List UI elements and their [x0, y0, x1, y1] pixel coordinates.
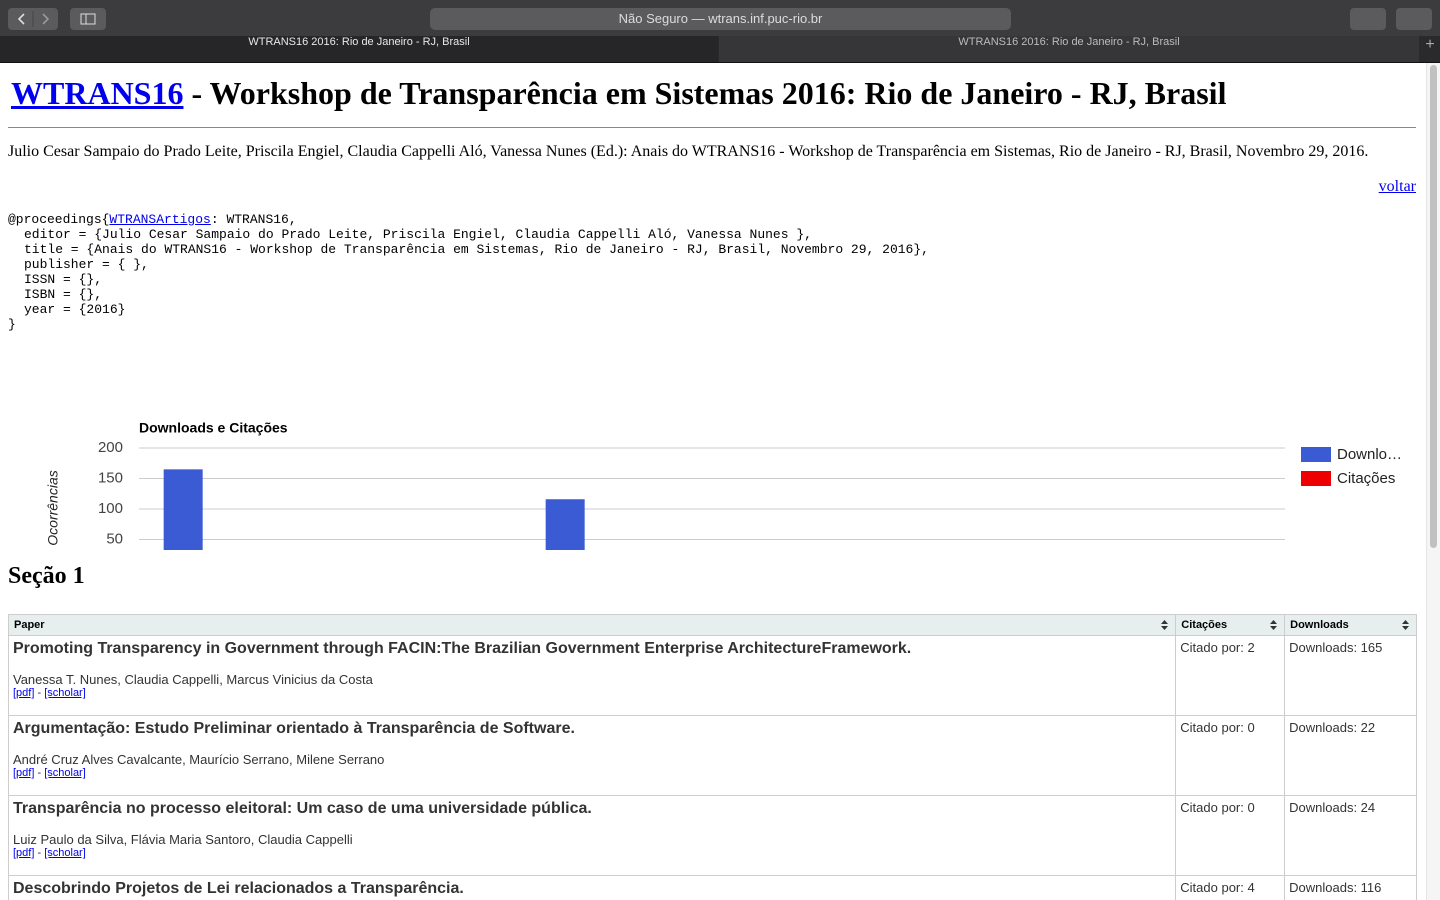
paper-row: Promoting Transparency in Government thr…	[7, 635, 1417, 716]
bibtex-line: publisher = { },	[24, 257, 149, 272]
link-separator: -	[37, 687, 42, 699]
divider	[8, 127, 1416, 128]
scholar-link[interactable]: [scholar]	[44, 767, 86, 779]
header-row: Paper Citações Downloads	[7, 614, 1417, 636]
tab[interactable]: WTRANS16 2016: Rio de Janeiro - RJ, Bras…	[719, 36, 1419, 62]
bar	[163, 469, 203, 550]
paper-row: Transparência no processo eleitoral: Um …	[7, 795, 1417, 876]
bibtex-line: title = {Anais do WTRANS16 - Workshop de…	[24, 242, 929, 257]
nav-buttons[interactable]	[8, 8, 58, 30]
bibtex-line: editor = {Julio Cesar Sampaio do Prado L…	[24, 227, 812, 242]
downloads-cell: Downloads: 24	[1284, 795, 1417, 876]
legend-swatch	[1301, 447, 1331, 462]
scrollbar[interactable]	[1426, 63, 1440, 900]
paper-authors: Vanessa T. Nunes, Claudia Cappelli, Marc…	[13, 672, 373, 687]
legend-label: Citações	[1337, 470, 1395, 487]
bibtex-prefix: @proceedings{	[8, 212, 110, 227]
tab[interactable]: WTRANS16 2016: Rio de Janeiro - RJ, Bras…	[0, 36, 718, 62]
bibtex-line: ISSN = {},	[24, 272, 103, 287]
link-separator: -	[37, 847, 42, 859]
citations-cell: Citado por: 2	[1175, 635, 1286, 716]
pdf-link[interactable]: [pdf]	[13, 847, 35, 859]
sort-icon	[1270, 620, 1278, 630]
bibtex-suffix: : WTRANS16,	[210, 212, 297, 227]
paper-row: Descobrindo Projetos de Lei relacionados…	[7, 875, 1417, 900]
paper-links: [pdf] - [scholar]	[13, 767, 1171, 779]
column-header-text: Paper	[14, 619, 45, 631]
bibtex-key[interactable]: WTRANSArtigos	[109, 212, 211, 227]
chart-title: Downloads e Citações	[139, 420, 288, 436]
sidebar-button[interactable]	[70, 8, 106, 30]
scholar-link[interactable]: [scholar]	[44, 687, 86, 699]
citations-cell: Citado por: 0	[1175, 715, 1286, 796]
paper-title: Descobrindo Projetos de Lei relacionados…	[13, 880, 464, 897]
sort-icon	[1402, 620, 1409, 630]
downloads-cell: Downloads: 22	[1284, 715, 1417, 796]
y-tick-label: 200	[98, 439, 123, 456]
bibtex-first-line: @proceedings{WTRANSArtigos: WTRANS16,	[8, 212, 929, 227]
bibtex-line: ISBN = {},	[24, 287, 103, 302]
paper-row: Argumentação: Estudo Preliminar orientad…	[7, 715, 1417, 796]
downloads-cell: Downloads: 165	[1284, 635, 1417, 716]
paper-links: [pdf] - [scholar]	[13, 847, 1171, 859]
sort-icon	[1161, 620, 1169, 630]
legend-label: Downlo…	[1337, 446, 1402, 463]
new-tab[interactable]: +	[1425, 36, 1435, 53]
bibtex: @proceedings{WTRANSArtigos: WTRANS16, edi…	[8, 212, 929, 332]
sidebar-icon	[80, 13, 96, 25]
paper-cell: Descobrindo Projetos de Lei relacionados…	[7, 875, 1177, 900]
paper-cell: Promoting Transparency in Government thr…	[7, 635, 1177, 716]
bar	[545, 499, 585, 550]
paper-authors: Luiz Paulo da Silva, Flávia Maria Santor…	[13, 832, 353, 847]
heading-link[interactable]: WTRANS16	[11, 75, 184, 111]
tabs-button[interactable]	[1396, 8, 1432, 30]
column-header[interactable]: Paper	[7, 614, 1177, 636]
paper-title: Promoting Transparency in Government thr…	[13, 640, 912, 657]
column-header[interactable]: Citações	[1175, 614, 1286, 636]
paper-cell: Argumentação: Estudo Preliminar orientad…	[7, 715, 1177, 796]
column-header[interactable]: Downloads	[1284, 614, 1417, 636]
legend-swatch	[1301, 471, 1331, 486]
y-tick-label: 100	[98, 500, 123, 517]
chart: Downloads e CitaçõesOcorrênciasPapers050…	[45, 420, 1402, 550]
heading-text: - Workshop de Transparência em Sistemas …	[191, 75, 1227, 111]
share-button[interactable]	[1350, 8, 1386, 30]
citations-cell: Citado por: 4	[1175, 875, 1286, 900]
web-content: WTRANS16 - Workshop de Transparência em …	[0, 63, 1426, 900]
nav-icons	[17, 11, 50, 27]
y-axis-label: Ocorrências	[45, 470, 61, 545]
heading: WTRANS16 - Workshop de Transparência em …	[11, 75, 1226, 112]
section-title: Seção 1	[8, 563, 85, 589]
table-body: Promoting Transparency in Government thr…	[7, 635, 1417, 900]
browser-toolbar: Não Seguro — wtrans.inf.puc-rio.br	[0, 0, 1440, 36]
paper-cell: Transparência no processo eleitoral: Um …	[7, 795, 1177, 876]
bibtex-close: }	[8, 317, 16, 332]
address-bar[interactable]: Não Seguro — wtrans.inf.puc-rio.br	[430, 8, 1011, 30]
tab-bar: WTRANS16 2016: Rio de Janeiro - RJ, Bras…	[0, 36, 1440, 63]
pdf-link[interactable]: [pdf]	[13, 767, 35, 779]
citations-cell: Citado por: 0	[1175, 795, 1286, 876]
link-separator: -	[37, 767, 42, 779]
bibtex-line: year = {2016}	[24, 302, 126, 317]
y-tick-label: 150	[98, 469, 123, 486]
scroll-thumb[interactable]	[1430, 65, 1437, 548]
editors: Julio Cesar Sampaio do Prado Leite, Pris…	[8, 143, 1369, 160]
y-tick-label: 50	[106, 530, 123, 547]
paper-links: [pdf] - [scholar]	[13, 687, 1171, 699]
column-header-text: Downloads	[1290, 619, 1349, 631]
downloads-cell: Downloads: 116	[1284, 875, 1417, 900]
scholar-link[interactable]: [scholar]	[44, 847, 86, 859]
back-link[interactable]: voltar	[1378, 178, 1416, 195]
pdf-link[interactable]: [pdf]	[13, 687, 35, 699]
paper-title: Transparência no processo eleitoral: Um …	[13, 800, 592, 817]
papers-table: Paper Citações Downloads Promoting Transpar…	[7, 614, 1417, 900]
column-header-text: Citações	[1181, 619, 1228, 631]
paper-authors: André Cruz Alves Cavalcante, Maurício Se…	[13, 752, 385, 767]
paper-title: Argumentação: Estudo Preliminar orientad…	[13, 720, 575, 737]
